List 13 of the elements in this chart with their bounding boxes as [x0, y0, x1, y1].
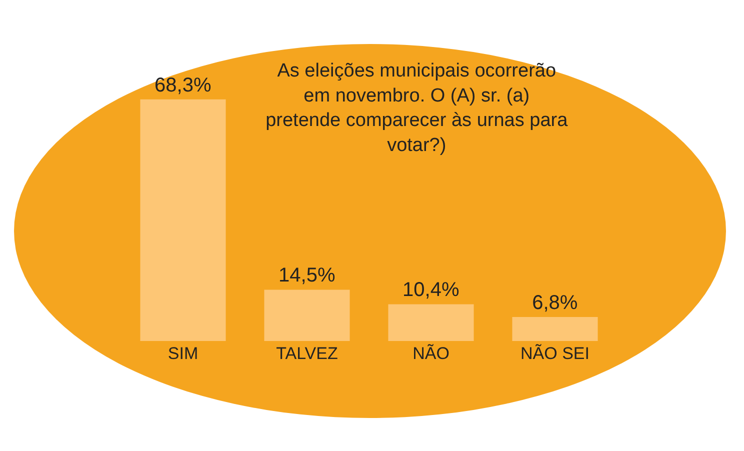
chart-title: As eleições municipais ocorrerão em novembro. O (A) sr. (a) pretende comparecer às urnas para votar?)	[266, 60, 568, 156]
bar	[140, 99, 226, 341]
data-label: 10,4%	[402, 279, 460, 302]
x-tick-label: NÃO	[412, 344, 450, 363]
x-tick-label: NÃO SEI	[520, 344, 590, 363]
data-label: 68,3%	[154, 74, 212, 96]
bar	[264, 290, 350, 341]
bar	[388, 304, 474, 341]
x-tick-label: SIM	[168, 344, 198, 363]
x-tick-label: TALVEZ	[276, 344, 338, 363]
bar	[512, 316, 598, 341]
data-label: 6,8%	[532, 292, 578, 314]
data-label: 14,5%	[278, 264, 336, 287]
